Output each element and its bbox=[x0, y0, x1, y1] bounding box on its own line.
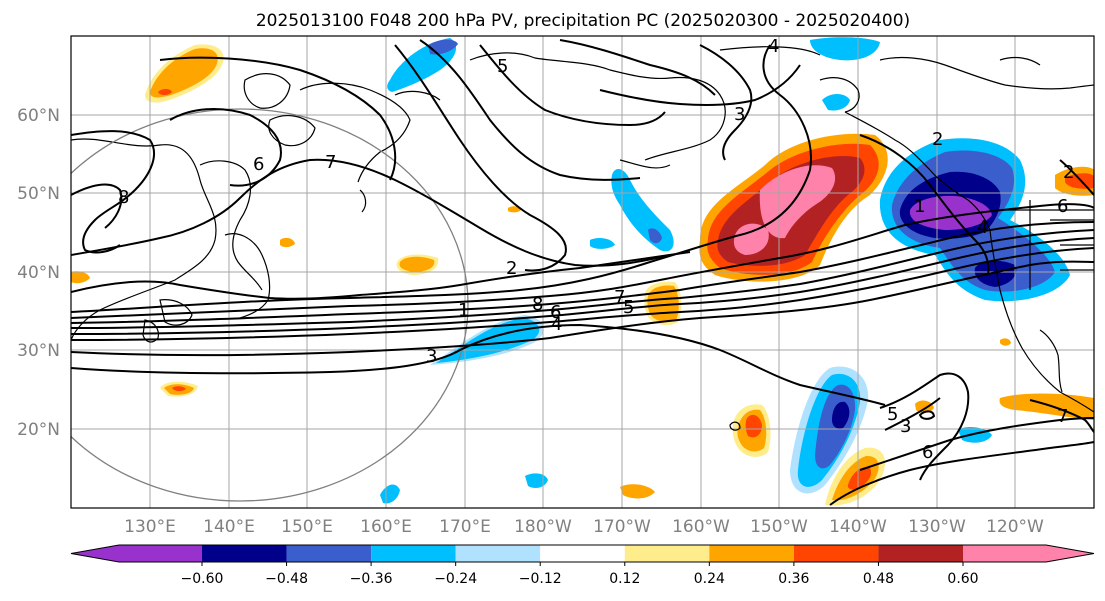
colorbar: −0.60 −0.48 −0.36 −0.24 −0.12 0.12 0.24 0.36 0.4… bbox=[70, 544, 1095, 587]
precip-negative-region bbox=[958, 427, 992, 443]
lat-label: 30°N bbox=[17, 341, 60, 361]
precip-positive-region bbox=[847, 467, 872, 490]
colorbar-segment bbox=[455, 545, 541, 562]
precip-positive-region bbox=[620, 484, 655, 499]
colorbar-segment bbox=[878, 545, 963, 562]
lon-label: 170°E bbox=[439, 517, 491, 537]
colorbar-segment bbox=[624, 545, 710, 562]
colorbar-tick-label: −0.24 bbox=[434, 571, 477, 587]
contour-label: 1 bbox=[458, 300, 469, 321]
lon-label: 150°W bbox=[750, 517, 808, 537]
lon-label: 140°E bbox=[203, 517, 255, 537]
precip-negative-region bbox=[525, 473, 548, 488]
projection-circle bbox=[71, 108, 469, 502]
lon-label: 120°W bbox=[986, 517, 1044, 537]
precip-positive-region bbox=[71, 271, 90, 284]
precip-negative-region bbox=[590, 237, 615, 249]
colorbar-tick-label: −0.12 bbox=[519, 571, 562, 587]
contour-label: 7 bbox=[1057, 406, 1068, 427]
lat-label: 40°N bbox=[17, 263, 60, 283]
lon-label: 140°W bbox=[829, 517, 887, 537]
contour-label: 7 bbox=[325, 152, 336, 173]
colorbar-tick-label: 0.48 bbox=[863, 571, 894, 587]
precip-negative-region bbox=[810, 37, 880, 61]
precip-negative-region bbox=[611, 168, 674, 252]
contour-label: 5 bbox=[623, 297, 634, 318]
precip-positive-region bbox=[1065, 173, 1094, 189]
precip-negative-region bbox=[822, 94, 850, 111]
colorbar-segment bbox=[286, 545, 372, 562]
precip-positive-region bbox=[733, 223, 769, 255]
pv-contours bbox=[71, 39, 1094, 506]
contour-label: 1 bbox=[914, 196, 925, 217]
pv-contour-labels: 7 8 6 5 4 3 2 1 8 7 6 5 4 3 2 1 4 5 3 6 bbox=[118, 36, 1074, 463]
colorbar-segment bbox=[540, 545, 625, 562]
contour-label: 4 bbox=[768, 36, 779, 57]
precip-positive-region bbox=[172, 386, 186, 392]
figure-title: 2025013100 F048 200 hPa PV, precipitatio… bbox=[256, 11, 910, 31]
colorbar-segment bbox=[371, 545, 456, 562]
contour-label: 7 bbox=[614, 287, 625, 308]
lat-labels: 60°N 50°N 40°N 30°N 20°N bbox=[17, 106, 60, 440]
colorbar-tick-label: −0.60 bbox=[181, 571, 224, 587]
precip-positive-region bbox=[399, 256, 435, 272]
lon-label: 160°E bbox=[360, 517, 412, 537]
colorbar-tick-label: −0.48 bbox=[265, 571, 308, 587]
colorbar-tick-label: 0.60 bbox=[947, 571, 978, 587]
contour-label: 6 bbox=[1057, 196, 1068, 217]
precip-positive-region bbox=[745, 414, 762, 438]
contour-label: 5 bbox=[887, 404, 898, 425]
map-frame bbox=[70, 35, 1095, 509]
colorbar-segment bbox=[202, 545, 287, 562]
contour-label: 3 bbox=[900, 416, 911, 437]
precip-negative-region bbox=[832, 401, 850, 429]
colorbar-extension-low bbox=[71, 545, 202, 562]
lon-label: 170°W bbox=[593, 517, 651, 537]
contour-label: 8 bbox=[532, 294, 543, 315]
contour-label: 4 bbox=[977, 217, 988, 238]
precip-positive-region bbox=[150, 48, 218, 98]
contour-label: 8 bbox=[118, 187, 129, 208]
precip-negative-region bbox=[974, 260, 1017, 287]
contour-label: 2 bbox=[932, 129, 943, 150]
contour-label: 3 bbox=[426, 346, 437, 367]
contour-label: 2 bbox=[1063, 162, 1074, 183]
lon-labels: 130°E 140°E 150°E 160°E 170°E 180°W 170°… bbox=[124, 517, 1044, 537]
colorbar-tick-label: 0.36 bbox=[778, 571, 809, 587]
contour-label: 6 bbox=[922, 442, 933, 463]
contour-label: 5 bbox=[497, 56, 508, 77]
colorbar-tick-label: −0.36 bbox=[350, 571, 393, 587]
lon-label: 150°E bbox=[281, 517, 333, 537]
colorbar-tick-label: 0.24 bbox=[694, 571, 725, 587]
contour-label: 2 bbox=[506, 258, 517, 279]
precip-positive-region bbox=[158, 89, 172, 95]
precip-negative-region bbox=[380, 484, 400, 504]
contour-label: 6 bbox=[550, 302, 561, 323]
contour-label: 3 bbox=[734, 104, 745, 125]
precip-positive-region bbox=[280, 237, 295, 248]
contour-label: 4 bbox=[551, 314, 562, 335]
precip-negative-region bbox=[648, 228, 662, 244]
contour-label: 6 bbox=[253, 154, 264, 175]
lon-label: 130°E bbox=[124, 517, 176, 537]
colorbar-segment bbox=[709, 545, 794, 562]
lon-label: 180°W bbox=[514, 517, 572, 537]
lon-label: 160°W bbox=[672, 517, 730, 537]
lat-label: 50°N bbox=[17, 184, 60, 204]
colorbar-tick-label: 0.12 bbox=[609, 571, 640, 587]
lon-label: 130°W bbox=[908, 517, 966, 537]
precip-positive-region bbox=[1000, 338, 1011, 346]
precip-positive-region bbox=[915, 400, 934, 413]
colorbar-extension-high bbox=[963, 545, 1094, 562]
lat-label: 60°N bbox=[17, 106, 60, 126]
colorbar-segment bbox=[793, 545, 879, 562]
colorbar-outline bbox=[70, 544, 1095, 563]
lat-label: 20°N bbox=[17, 420, 60, 440]
map-panel: 7 8 6 5 4 3 2 1 8 7 6 5 4 3 2 1 4 5 3 6 bbox=[70, 35, 1095, 509]
